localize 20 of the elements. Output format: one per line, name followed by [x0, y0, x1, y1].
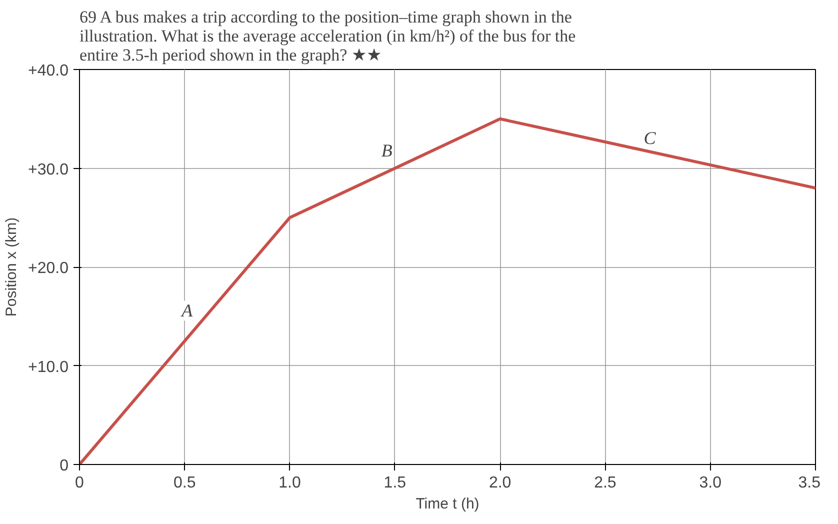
line-series — [80, 117, 816, 464]
chart-title: 69 A bus makes a trip according to the position–time graph shown in the illustration. What is the average acceleration (in km/h²) of the bus for the entire 3.5-h period shown in the graph? ★★ — [80, 8, 576, 64]
y-axis-title: Position x (km) — [3, 217, 20, 317]
x-axis-title: Time t (h) — [416, 496, 480, 512]
annotation: A — [180, 300, 194, 321]
x-tick-label: 3.0 — [699, 474, 722, 492]
x-tick-label: 2.0 — [488, 474, 512, 492]
y-tick-label: +20.0 — [28, 260, 69, 277]
x-tick-label: 1.5 — [384, 474, 406, 492]
x-tick-label: 0 — [75, 474, 84, 492]
y-tick-label: +40.0 — [28, 62, 69, 80]
y-tick-label: 0 — [60, 458, 69, 474]
x-tick-label: 0.5 — [174, 474, 196, 492]
x-tick-label: 2.5 — [594, 474, 616, 492]
annotation: C — [644, 128, 657, 148]
y-tick-label: +10.0 — [28, 358, 69, 376]
x-tick-label: 3.5 — [798, 474, 821, 492]
x-tick-label: 1.0 — [278, 474, 302, 492]
annotation: B — [381, 140, 392, 160]
y-tick-label: +30.0 — [28, 161, 69, 178]
